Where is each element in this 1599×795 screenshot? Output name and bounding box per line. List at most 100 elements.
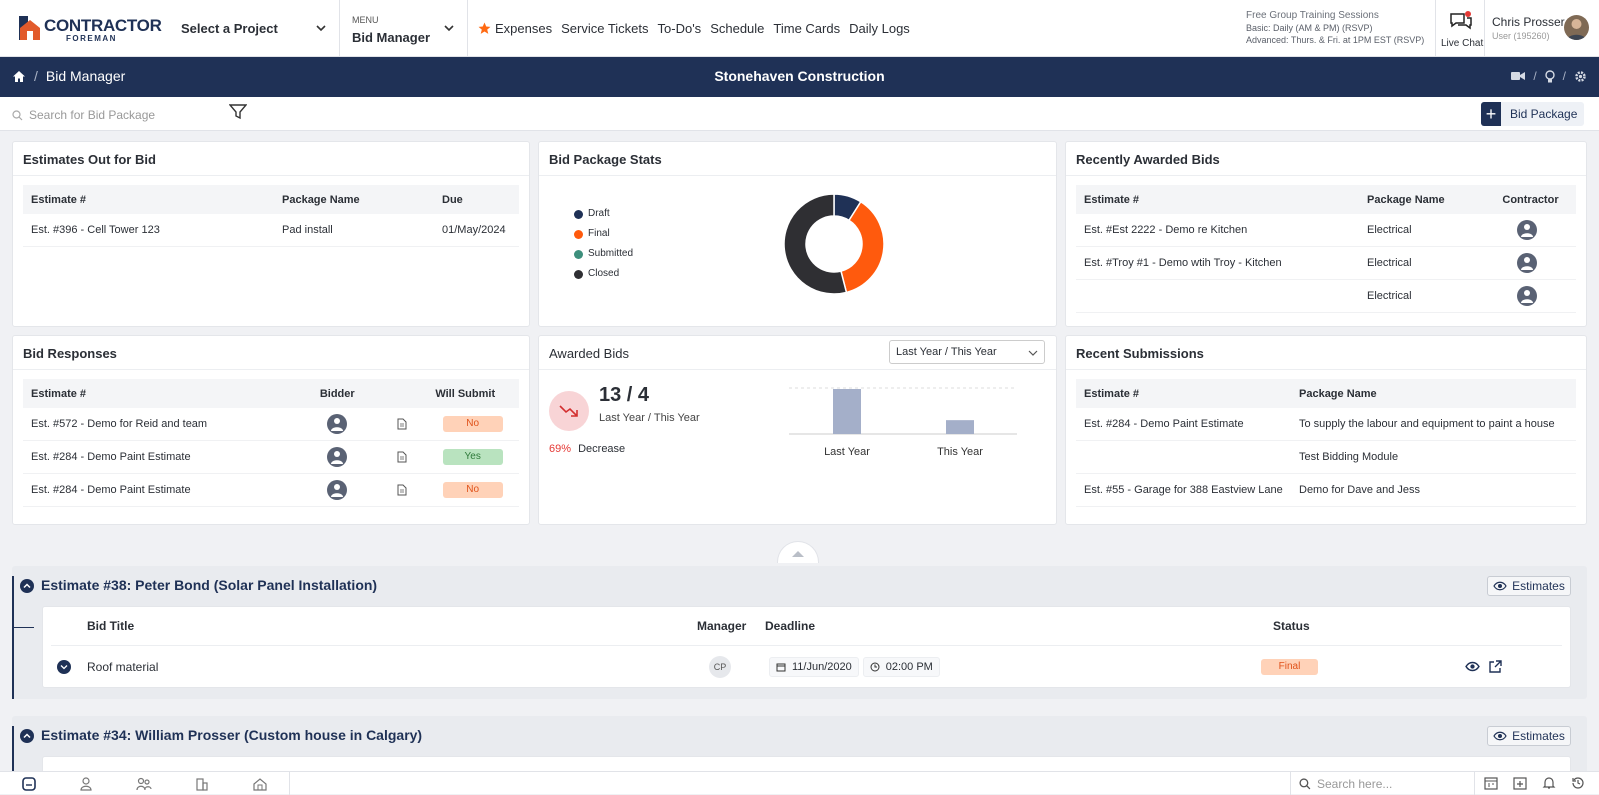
bidder-avatar-icon[interactable] bbox=[326, 447, 347, 467]
cell-package: Demo for Dave and Jess bbox=[1299, 484, 1421, 496]
table-row[interactable]: Est. #284 - Demo Paint Estimate To suppl… bbox=[1076, 408, 1576, 441]
logo-subtext: FOREMAN bbox=[66, 34, 117, 43]
contractor-avatar-icon[interactable] bbox=[1516, 253, 1537, 273]
view-eye-icon[interactable] bbox=[1465, 661, 1480, 672]
contacts-icon[interactable] bbox=[136, 777, 152, 791]
cell-package: Test Bidding Module bbox=[1299, 451, 1399, 463]
video-camera-icon[interactable] bbox=[1511, 71, 1526, 81]
user-id: User (195260) bbox=[1492, 31, 1550, 41]
donut-slice-closed[interactable] bbox=[783, 193, 848, 295]
period-select[interactable]: Last Year / This Year bbox=[889, 340, 1045, 364]
expand-row-icon[interactable] bbox=[57, 659, 71, 674]
cell-package: Pad install bbox=[282, 224, 333, 236]
bar-this-year[interactable] bbox=[946, 420, 974, 434]
quick-link-expenses[interactable]: Expenses bbox=[495, 21, 553, 36]
live-chat-label: Live Chat bbox=[1441, 38, 1484, 49]
awarded-ratio-label: Last Year / This Year bbox=[599, 412, 700, 424]
view-estimates-button[interactable]: Estimates bbox=[1487, 726, 1571, 746]
live-chat-button[interactable]: Live Chat bbox=[1435, 0, 1485, 57]
bid-package-search[interactable]: Search for Bid Package bbox=[12, 106, 222, 124]
legend-final[interactable]: Final bbox=[574, 224, 633, 244]
legend-draft[interactable]: Draft bbox=[574, 204, 633, 224]
bid-row[interactable]: Roof material CP 11/Jun/2020 02:00 PM Fi… bbox=[51, 646, 1562, 687]
estimates-out-table: Estimate # Package Name Due Est. #396 - … bbox=[23, 185, 519, 247]
user-name: Chris Prosser bbox=[1492, 15, 1565, 29]
calendar-icon[interactable] bbox=[1484, 776, 1498, 790]
calendar-icon bbox=[776, 663, 786, 671]
change-percent: 69% bbox=[549, 443, 572, 455]
col-package-name: Package Name bbox=[1299, 387, 1377, 400]
deadline-time[interactable]: 02:00 PM bbox=[862, 656, 940, 677]
bell-icon[interactable] bbox=[1542, 776, 1556, 790]
dashboard-icon[interactable] bbox=[22, 776, 36, 791]
table-header: Estimate # Package Name Due bbox=[23, 185, 519, 214]
table-row[interactable]: Est. #572 - Demo for Reid and team No bbox=[23, 408, 519, 441]
history-icon[interactable] bbox=[1571, 776, 1585, 790]
cell-estimate: Est. #284 - Demo Paint Estimate bbox=[31, 451, 191, 463]
card-title: Awarded Bids bbox=[539, 336, 1056, 370]
contractor-foreman-logo[interactable]: CONTRACTOR FOREMAN bbox=[18, 12, 162, 44]
cell-estimate: Est. #572 - Demo for Reid and team bbox=[31, 418, 208, 430]
quick-link-time-cards[interactable]: Time Cards bbox=[773, 21, 841, 36]
donut-slice-final[interactable] bbox=[840, 200, 885, 294]
contractor-avatar-icon[interactable] bbox=[1516, 220, 1537, 240]
add-bid-package-button[interactable]: + Bid Package bbox=[1481, 102, 1584, 126]
table-row[interactable]: Est. #Troy #1 - Demo wtih Troy - Kitchen… bbox=[1076, 247, 1576, 280]
user-avatar[interactable] bbox=[1564, 15, 1589, 40]
add-event-icon[interactable] bbox=[1513, 776, 1527, 790]
trend-down-icon bbox=[549, 391, 589, 431]
bid-title: Roof material bbox=[87, 659, 159, 674]
document-icon[interactable] bbox=[397, 418, 407, 430]
global-search[interactable]: Search here... bbox=[1290, 772, 1475, 795]
deadline-date[interactable]: 11/Jun/2020 bbox=[769, 656, 859, 677]
col-estimate: Estimate # bbox=[31, 387, 87, 400]
contractor-avatar-icon[interactable] bbox=[1516, 286, 1537, 306]
col-bidder: Bidder bbox=[319, 387, 355, 400]
filter-icon[interactable] bbox=[229, 104, 247, 120]
quick-link-todos[interactable]: To-Do's bbox=[657, 21, 702, 36]
table-row[interactable]: Electrical bbox=[1076, 280, 1576, 313]
training-notice[interactable]: Free Group Training Sessions Basic: Dail… bbox=[1246, 10, 1424, 46]
collapse-section-icon[interactable] bbox=[20, 579, 34, 593]
user-info[interactable]: Chris Prosser User (195260) bbox=[1492, 15, 1565, 41]
legend-submitted[interactable]: Submitted bbox=[574, 244, 633, 264]
collapse-section-icon[interactable] bbox=[20, 729, 34, 743]
document-icon[interactable] bbox=[397, 484, 407, 496]
quick-link-daily-logs[interactable]: Daily Logs bbox=[849, 21, 910, 36]
menu-selector[interactable]: MENU Bid Manager bbox=[340, 0, 468, 57]
table-row[interactable]: Est. #Est 2222 - Demo re Kitchen Electri… bbox=[1076, 214, 1576, 247]
awarded-bids-card: Awarded Bids Last Year / This Year 13 / … bbox=[538, 335, 1057, 525]
bidder-avatar-icon[interactable] bbox=[326, 414, 347, 434]
view-estimates-button[interactable]: Estimates bbox=[1487, 576, 1571, 596]
legend-label: Closed bbox=[588, 268, 620, 279]
table-row[interactable]: Est. #55 - Garage for 388 Eastview Lane … bbox=[1076, 474, 1576, 507]
document-icon[interactable] bbox=[397, 451, 407, 463]
bid-table: Bid Title Manager Deadline Status Roof m… bbox=[42, 606, 1571, 688]
chat-bubbles-icon bbox=[1450, 11, 1472, 30]
home-icon[interactable] bbox=[12, 70, 26, 83]
table-row[interactable]: Test Bidding Module bbox=[1076, 441, 1576, 474]
lightbulb-icon[interactable] bbox=[1544, 69, 1555, 83]
table-row[interactable]: Est. #284 - Demo Paint Estimate Yes bbox=[23, 441, 519, 474]
bottom-bar: Search here... bbox=[0, 771, 1599, 795]
house-icon[interactable] bbox=[252, 777, 268, 791]
table-row[interactable]: Est. #284 - Demo Paint Estimate No bbox=[23, 474, 519, 507]
collapse-dashboard-button[interactable] bbox=[777, 541, 819, 563]
section-connector-branch bbox=[12, 627, 34, 628]
open-external-icon[interactable] bbox=[1488, 659, 1502, 674]
building-icon[interactable] bbox=[195, 777, 209, 791]
bar-last-year[interactable] bbox=[833, 389, 861, 434]
legend-closed[interactable]: Closed bbox=[574, 264, 633, 284]
employee-icon[interactable] bbox=[79, 776, 93, 791]
search-icon bbox=[12, 109, 23, 120]
gear-icon[interactable] bbox=[1574, 70, 1587, 83]
caret-up-icon bbox=[792, 551, 804, 557]
clock-icon bbox=[870, 662, 880, 671]
bidder-avatar-icon[interactable] bbox=[326, 480, 347, 500]
table-row[interactable]: Est. #396 - Cell Tower 123 Pad install 0… bbox=[23, 214, 519, 247]
manager-initials: CP bbox=[709, 655, 731, 678]
breadcrumb-separator: / bbox=[34, 68, 38, 84]
quick-link-schedule[interactable]: Schedule bbox=[710, 21, 765, 36]
quick-link-service-tickets[interactable]: Service Tickets bbox=[561, 21, 649, 36]
project-selector[interactable]: Select a Project bbox=[170, 0, 340, 57]
